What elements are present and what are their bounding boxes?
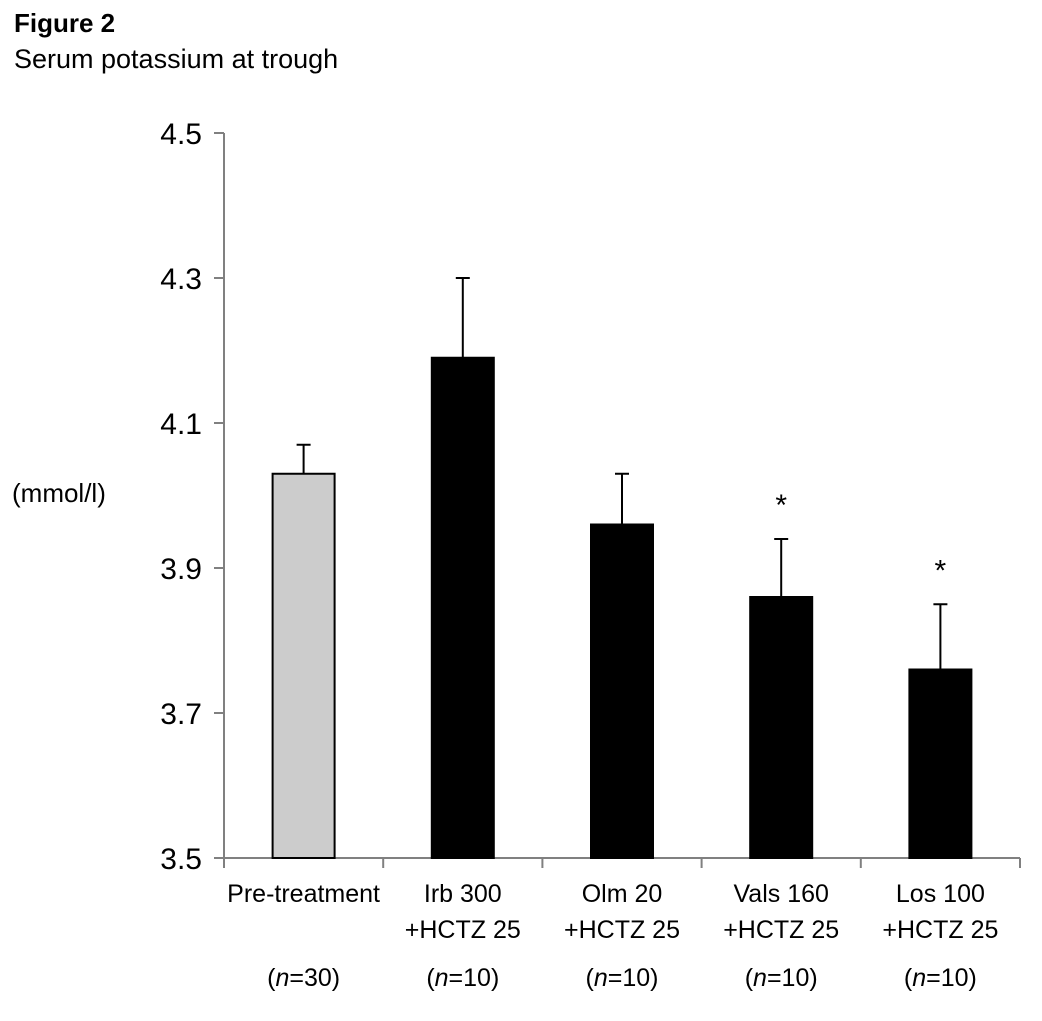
category-label-line1: Vals 160 xyxy=(733,880,828,908)
sample-size-label: (n=10) xyxy=(904,964,977,992)
bar xyxy=(590,523,654,859)
x-axis xyxy=(223,857,1021,868)
figure-label: Figure 2 xyxy=(14,8,116,38)
y-tick-label: 4.5 xyxy=(160,118,202,151)
category-labels: Pre-treatment (n=30) Irb 300 +HCTZ 25 (n=10)… xyxy=(227,880,998,992)
y-tick-label: 3.5 xyxy=(160,843,202,876)
category-label-line2: +HCTZ 25 xyxy=(882,916,998,944)
sample-size-label: (n=10) xyxy=(426,964,499,992)
category-label-line2: +HCTZ 25 xyxy=(405,916,521,944)
significance-marker: * xyxy=(775,489,787,522)
y-tick-label: 4.3 xyxy=(160,263,202,296)
bar xyxy=(749,596,814,859)
category-label-line2: +HCTZ 25 xyxy=(564,916,680,944)
y-tick-label: 4.1 xyxy=(160,408,202,441)
sample-size-label: (n=10) xyxy=(745,964,818,992)
category-label-line1: Olm 20 xyxy=(582,880,663,908)
error-bars: ** xyxy=(296,277,948,670)
y-axis-unit-label: (mmol/l) xyxy=(12,478,106,508)
bars xyxy=(271,356,973,859)
category-label-line1: Los 100 xyxy=(896,880,985,908)
y-tick-label: 3.7 xyxy=(160,698,202,731)
y-axis: 3.5 3.7 3.9 4.1 4.3 4.5 xyxy=(160,118,225,876)
category-label-line1: Irb 300 xyxy=(424,880,502,908)
chart-title: Serum potassium at trough xyxy=(14,44,339,74)
significance-marker: * xyxy=(935,554,947,587)
category-label-line1: Pre-treatment xyxy=(227,880,380,908)
bar xyxy=(271,472,336,859)
sample-size-label: (n=10) xyxy=(586,964,659,992)
bar xyxy=(430,356,495,859)
y-tick-label: 3.9 xyxy=(160,553,202,586)
category-label-line2: +HCTZ 25 xyxy=(723,916,839,944)
sample-size-label: (n=30) xyxy=(267,964,340,992)
bar xyxy=(908,668,973,859)
